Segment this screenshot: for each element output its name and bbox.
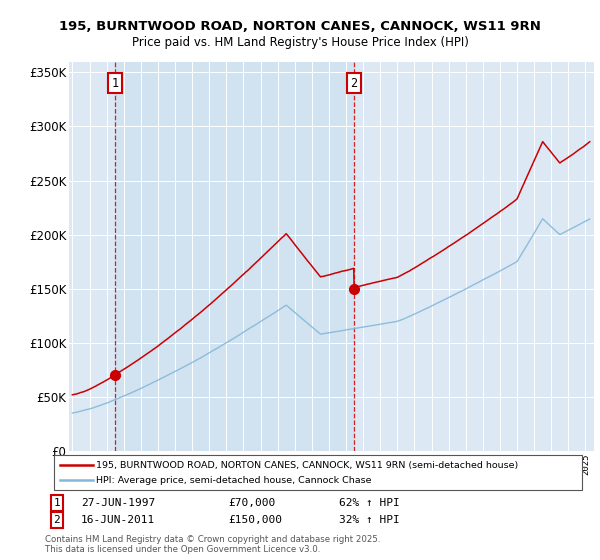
Text: Price paid vs. HM Land Registry's House Price Index (HPI): Price paid vs. HM Land Registry's House … <box>131 36 469 49</box>
Text: 195, BURNTWOOD ROAD, NORTON CANES, CANNOCK, WS11 9RN: 195, BURNTWOOD ROAD, NORTON CANES, CANNO… <box>59 20 541 32</box>
Text: 2: 2 <box>350 77 358 90</box>
Text: 27-JUN-1997: 27-JUN-1997 <box>81 498 155 508</box>
Text: HPI: Average price, semi-detached house, Cannock Chase: HPI: Average price, semi-detached house,… <box>96 476 371 485</box>
Text: £70,000: £70,000 <box>228 498 275 508</box>
Text: 195, BURNTWOOD ROAD, NORTON CANES, CANNOCK, WS11 9RN (semi-detached house): 195, BURNTWOOD ROAD, NORTON CANES, CANNO… <box>96 460 518 469</box>
Text: 2: 2 <box>53 515 61 525</box>
Text: 1: 1 <box>53 498 61 508</box>
Text: Contains HM Land Registry data © Crown copyright and database right 2025.
This d: Contains HM Land Registry data © Crown c… <box>45 535 380 554</box>
Text: £150,000: £150,000 <box>228 515 282 525</box>
Bar <box>115 62 354 451</box>
Text: 16-JUN-2011: 16-JUN-2011 <box>81 515 155 525</box>
Text: 62% ↑ HPI: 62% ↑ HPI <box>339 498 400 508</box>
Text: 32% ↑ HPI: 32% ↑ HPI <box>339 515 400 525</box>
Text: 1: 1 <box>112 77 119 90</box>
